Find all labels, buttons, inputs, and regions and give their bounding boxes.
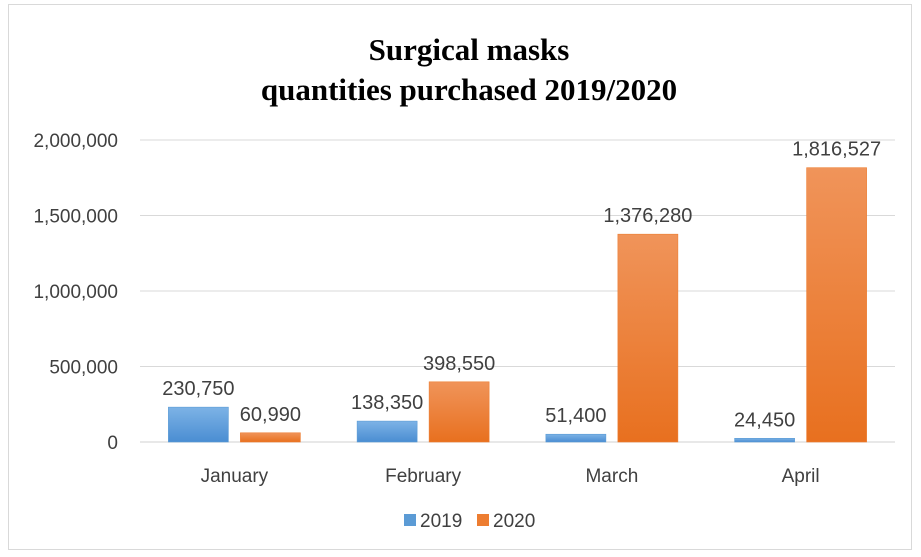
x-category-label: February	[385, 466, 462, 487]
bar-2019-april	[734, 438, 795, 443]
chart-frame	[8, 4, 912, 550]
legend-swatch-2020	[477, 514, 489, 526]
data-label-2020-january: 60,990	[240, 404, 301, 426]
bar-2020-january	[240, 432, 301, 443]
chart-title-line-1: Surgical masks	[369, 32, 570, 67]
bar-2019-january	[168, 406, 229, 443]
bar-2019-february	[356, 420, 418, 443]
chart-title-line-2: quantities purchased 2019/2020	[261, 72, 677, 107]
y-tick-label: 2,000,000	[33, 131, 118, 152]
bar-2020-march	[617, 233, 679, 443]
legend: 2019 2020	[404, 511, 535, 532]
data-label-2019-march: 51,400	[545, 405, 606, 427]
y-tick-label: 0	[107, 433, 118, 454]
legend-label-2020: 2020	[493, 511, 535, 532]
bar-2019-march	[545, 433, 607, 443]
x-category-label: April	[782, 466, 820, 487]
legend-swatch-2019	[404, 514, 416, 526]
x-category-label: March	[585, 466, 638, 487]
bar-2020-february	[428, 381, 490, 443]
data-label-2019-february: 138,350	[351, 392, 423, 414]
y-tick-label: 1,500,000	[33, 207, 118, 228]
x-axis-categories: January February March April	[201, 466, 820, 487]
data-label-2020-april: 1,816,527	[792, 139, 881, 161]
bars	[168, 167, 867, 443]
y-tick-label: 500,000	[49, 358, 118, 379]
legend-label-2019: 2019	[420, 511, 462, 532]
data-label-2020-march: 1,376,280	[603, 205, 692, 227]
gridlines	[140, 139, 895, 443]
y-tick-label: 1,000,000	[33, 282, 118, 303]
data-label-2020-february: 398,550	[423, 353, 495, 375]
bar-2020-april	[806, 167, 867, 443]
y-axis-ticks: 0 500,000 1,000,000 1,500,000 2,000,000	[33, 131, 118, 454]
data-label-2019-april: 24,450	[734, 409, 795, 431]
x-category-label: January	[201, 466, 269, 487]
data-label-2019-january: 230,750	[162, 378, 234, 400]
